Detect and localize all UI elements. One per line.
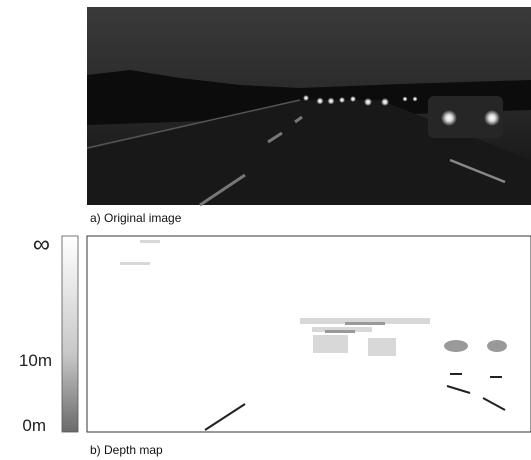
colorbar-label: 10m xyxy=(19,351,52,370)
caption: a) Original image xyxy=(90,211,182,225)
colorbar xyxy=(62,236,78,432)
caption: b) Depth map xyxy=(90,443,163,457)
depth-map-frame xyxy=(87,236,531,432)
colorbar-label: ∞ xyxy=(33,231,50,258)
colorbar-label: 0m xyxy=(22,416,46,435)
headlight xyxy=(484,110,500,126)
page: {"figure": { "panels": [ {"caption": "a)… xyxy=(0,0,531,460)
original-image xyxy=(87,7,531,205)
depth-map xyxy=(87,236,531,432)
figure: a) Original image ∞ 10m 0m b) Depth map xyxy=(0,0,531,460)
headlight xyxy=(441,110,457,126)
